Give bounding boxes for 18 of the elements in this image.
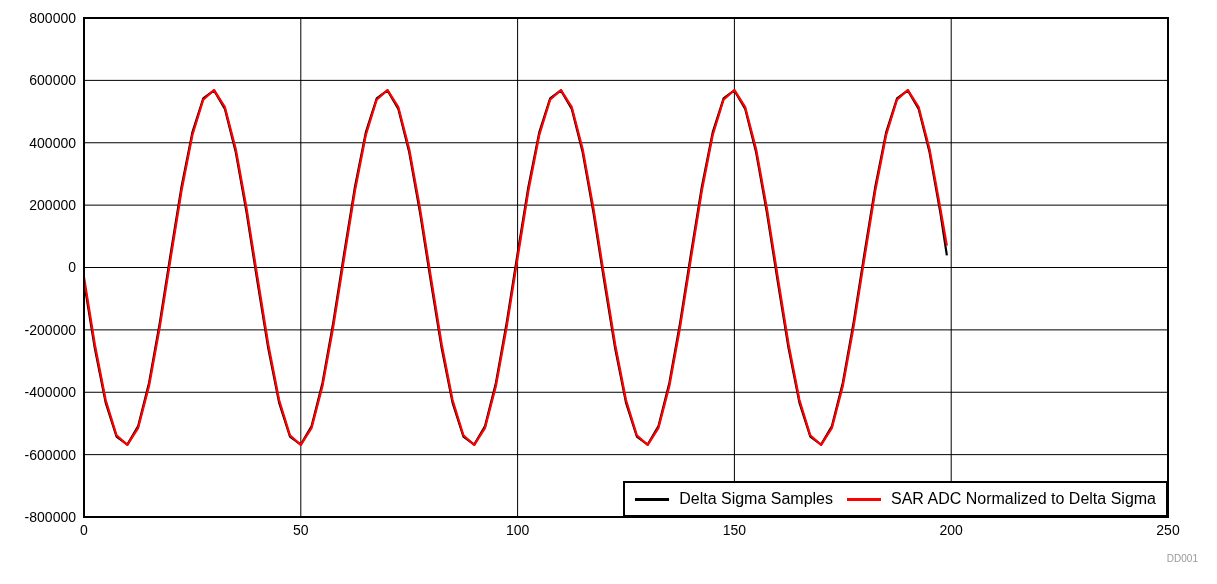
x-tick-label: 200 [939,521,964,538]
legend-label: Delta Sigma Samples [679,490,834,508]
y-tick-label: 0 [68,259,77,276]
y-tick-label: -600000 [24,446,77,463]
legend-label: SAR ADC Normalized to Delta Sigma [891,490,1156,508]
y-tick-label: 600000 [29,72,77,89]
text: DD001 [1166,553,1198,564]
y-tick-label: -400000 [24,384,77,401]
x-tick-label: 150 [722,521,747,538]
y-tick-label: -800000 [24,508,77,525]
y-tick-label: 200000 [29,197,77,214]
x-tick-label: 50 [293,521,309,538]
y-tick-label: 400000 [29,134,77,151]
y-tick-label: 800000 [29,9,77,26]
x-tick-label: 0 [80,521,89,538]
x-tick-label: 250 [1156,521,1180,538]
y-tick-label: -200000 [24,321,77,338]
x-tick-label: 100 [505,521,530,538]
